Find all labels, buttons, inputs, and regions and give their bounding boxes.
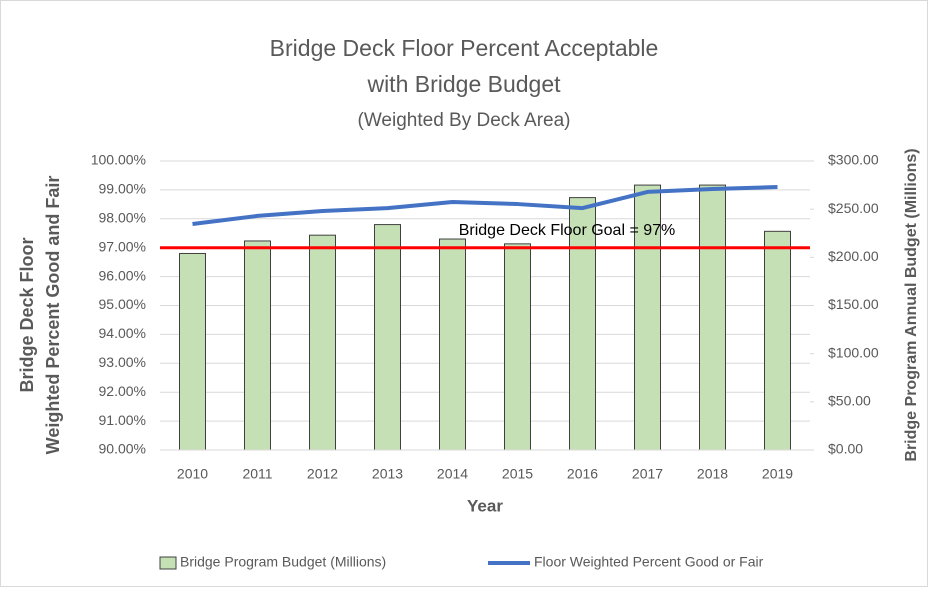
chart-subtitle: (Weighted By Deck Area) — [358, 110, 571, 131]
y-axis-title: Weighted Percent Good and Fair — [43, 176, 63, 455]
y2-axis-title: Bridge Program Annual Budget (Millions) — [903, 148, 920, 461]
chart-title: Bridge Deck Floor Percent Acceptable — [270, 35, 659, 61]
x-tick-label: 2010 — [177, 466, 208, 482]
bar — [699, 184, 726, 451]
bar — [634, 184, 661, 451]
y-tick-label: 91.00% — [99, 412, 146, 428]
y2-tick-label: $100.00 — [828, 344, 879, 360]
x-axis-title: Year — [467, 496, 503, 515]
y-tick-label: 94.00% — [99, 325, 146, 341]
x-tick-label: 2017 — [632, 466, 663, 482]
bar — [179, 252, 206, 451]
y-tick-label: 93.00% — [99, 354, 146, 370]
y-tick-label: 96.00% — [99, 267, 146, 283]
y2-tick-label: $150.00 — [828, 296, 879, 312]
chart-title: with Bridge Budget — [366, 71, 561, 97]
y-tick-label: 99.00% — [99, 181, 146, 197]
reference-label: Bridge Deck Floor Goal = 97% — [459, 222, 676, 239]
y2-tick-label: $0.00 — [828, 441, 863, 457]
x-tick-label: 2015 — [502, 466, 533, 482]
y-tick-label: 98.00% — [99, 210, 146, 226]
line — [192, 185, 778, 226]
bar — [569, 197, 596, 451]
y2-tick-label: $50.00 — [828, 393, 871, 409]
x-tick-label: 2018 — [697, 466, 728, 482]
bar — [244, 240, 271, 451]
legend-swatch — [159, 556, 177, 570]
y-axis-title: Bridge Deck Floor — [17, 237, 37, 392]
bar — [764, 230, 791, 451]
y-tick-label: 95.00% — [99, 296, 146, 312]
x-tick-label: 2013 — [372, 466, 403, 482]
y2-tick-label: $250.00 — [828, 200, 879, 216]
legend-label: Bridge Program Budget (Millions) — [180, 554, 386, 570]
y2-tick-label: $200.00 — [828, 248, 879, 264]
bar — [374, 224, 401, 451]
legend-label: Floor Weighted Percent Good or Fair — [534, 554, 764, 570]
bar — [439, 238, 466, 451]
x-tick-label: 2011 — [242, 466, 272, 482]
y-tick-label: 92.00% — [99, 383, 146, 399]
y-tick-label: 100.00% — [91, 152, 146, 168]
y-tick-label: 90.00% — [99, 441, 146, 457]
x-tick-label: 2019 — [762, 466, 793, 482]
y-tick-label: 97.00% — [99, 238, 146, 254]
bar — [309, 234, 336, 451]
bar — [504, 243, 531, 451]
x-tick-label: 2012 — [307, 466, 338, 482]
x-tick-label: 2016 — [567, 466, 598, 482]
x-tick-label: 2014 — [437, 466, 468, 482]
y2-tick-label: $300.00 — [828, 152, 879, 168]
